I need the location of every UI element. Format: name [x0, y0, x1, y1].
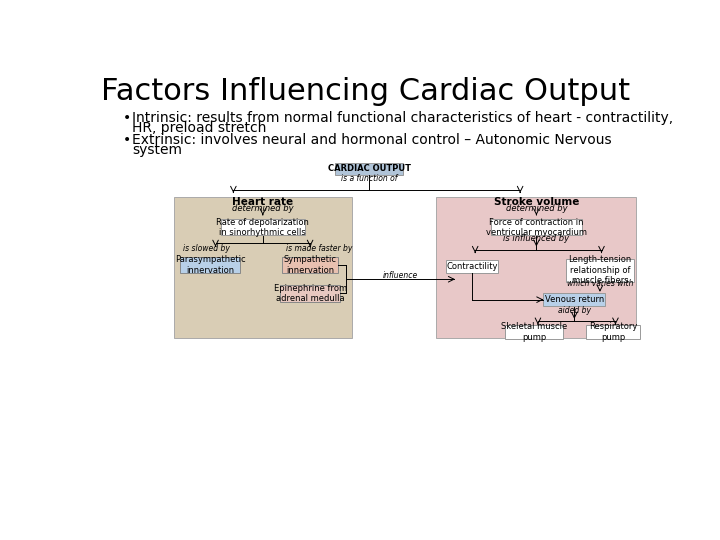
Text: is a function of: is a function of: [341, 174, 397, 183]
Text: influence: influence: [382, 271, 418, 280]
FancyBboxPatch shape: [180, 257, 240, 273]
Text: aided by: aided by: [558, 306, 591, 315]
Text: Length-tension
relationship of
muscle fibers: Length-tension relationship of muscle fi…: [568, 255, 631, 285]
Text: Parasympathetic
innervation: Parasympathetic innervation: [175, 255, 246, 275]
Text: system: system: [132, 143, 182, 157]
Text: Contractility: Contractility: [446, 262, 498, 271]
Text: Force of contraction in
ventricular myocardium: Force of contraction in ventricular myoc…: [486, 218, 587, 237]
Text: Skeletal muscle
pump: Skeletal muscle pump: [501, 322, 567, 342]
Text: •: •: [122, 111, 131, 125]
Text: Extrinsic: involves neural and hormonal control – Autonomic Nervous: Extrinsic: involves neural and hormonal …: [132, 133, 611, 147]
Text: Epinephrine from
adrenal medulla: Epinephrine from adrenal medulla: [274, 284, 346, 303]
Text: CARDIAC OUTPUT: CARDIAC OUTPUT: [328, 164, 410, 173]
Text: Stroke volume: Stroke volume: [494, 197, 579, 207]
Text: Respiratory
pump: Respiratory pump: [589, 322, 637, 342]
Text: Sympathetic
innervation: Sympathetic innervation: [284, 255, 337, 275]
Text: Rate of depolarization
in sinorhythmic cells: Rate of depolarization in sinorhythmic c…: [217, 218, 310, 237]
Text: Intrinsic: results from normal functional characteristics of heart - contractili: Intrinsic: results from normal functiona…: [132, 111, 673, 125]
FancyBboxPatch shape: [544, 293, 606, 306]
FancyBboxPatch shape: [174, 197, 352, 338]
FancyBboxPatch shape: [586, 326, 640, 339]
FancyBboxPatch shape: [490, 219, 582, 235]
Text: Heart rate: Heart rate: [233, 197, 293, 207]
Text: Factors Influencing Cardiac Output: Factors Influencing Cardiac Output: [101, 77, 630, 106]
FancyBboxPatch shape: [566, 259, 634, 282]
Text: is influenced by: is influenced by: [503, 233, 570, 242]
Text: •: •: [122, 133, 131, 147]
FancyBboxPatch shape: [436, 197, 636, 338]
Text: determined by: determined by: [505, 204, 567, 213]
Text: Venous return: Venous return: [545, 295, 604, 304]
Text: which varies with: which varies with: [567, 279, 633, 288]
FancyBboxPatch shape: [505, 326, 563, 339]
Text: is made faster by: is made faster by: [287, 244, 353, 253]
FancyBboxPatch shape: [282, 257, 338, 273]
Text: is slowed by: is slowed by: [183, 244, 230, 253]
FancyBboxPatch shape: [446, 260, 498, 273]
Text: HR, preload stretch: HR, preload stretch: [132, 121, 266, 135]
FancyBboxPatch shape: [280, 286, 341, 301]
FancyBboxPatch shape: [335, 163, 403, 175]
FancyBboxPatch shape: [221, 219, 305, 235]
Text: determined by: determined by: [232, 204, 294, 213]
